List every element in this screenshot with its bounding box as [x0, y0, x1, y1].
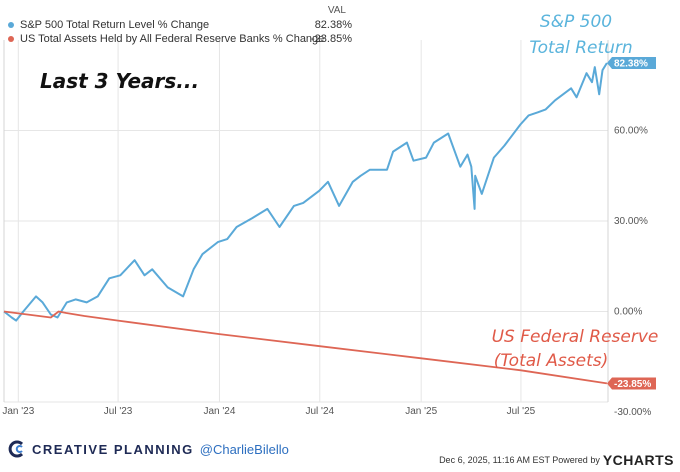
creative-planning-logo-icon	[8, 440, 24, 458]
end-label-text: 82.38%	[614, 58, 648, 69]
x-tick-label: Jul '25	[507, 406, 536, 417]
brand-name: CREATIVE PLANNING	[32, 441, 194, 457]
legend-value: 82.38%	[314, 19, 352, 31]
footer-credit: Dec 6, 2025, 11:16 AM EST Powered by YCH…	[439, 452, 674, 468]
x-tick-label: Jan '24	[204, 406, 236, 417]
legend-header: VAL	[327, 5, 346, 16]
y-tick-label: -30.00%	[614, 407, 651, 418]
timestamp: Dec 6, 2025, 11:16 AM EST Powered by	[439, 455, 600, 465]
y-tick-labels: 60.00% 30.00% 0.00% -30.00%	[614, 126, 651, 419]
x-tick-labels: Jan '23 Jul '23 Jan '24 Jul '24 Jan '25 Jul '…	[2, 406, 535, 417]
fed-annotation-line2: (Total Assets)	[494, 351, 608, 371]
legend-item-fed[interactable]: US Total Assets Held by All Federal Rese…	[8, 32, 352, 46]
legend-value: -23.85%	[311, 33, 352, 45]
x-tick-label: Jul '24	[305, 406, 334, 417]
end-label-bg	[607, 56, 656, 69]
sp500-annotation-line2: Total Return	[529, 38, 632, 58]
legend: VAL S&P 500 Total Return Level % Change …	[8, 4, 352, 46]
twitter-handle[interactable]: @CharlieBilello	[199, 441, 289, 457]
series-layer	[3, 62, 608, 385]
footer-branding: CREATIVE PLANNING @CharlieBilello	[8, 440, 289, 458]
sp500-end-label: 82.38%	[607, 56, 656, 69]
period-annotation: Last 3 Years...	[40, 69, 199, 93]
x-tick-label: Jan '23	[2, 406, 34, 417]
fed-annotation-line1: US Federal Reserve	[492, 327, 659, 347]
ycharts-logo[interactable]: YCHARTS	[602, 452, 674, 468]
legend-item-sp500[interactable]: S&P 500 Total Return Level % Change 82.3…	[8, 18, 352, 32]
end-label-text: -23.85%	[614, 379, 651, 390]
end-value-labels: 82.38% -23.85%	[607, 56, 656, 390]
y-tick-label: 60.00%	[614, 126, 648, 137]
legend-dot-icon	[8, 36, 14, 42]
fed-assets-series-line	[3, 310, 608, 385]
y-gridlines	[4, 130, 608, 403]
end-label-bg	[607, 377, 656, 390]
sp500-series-line	[3, 62, 608, 322]
legend-label: S&P 500 Total Return Level % Change	[20, 19, 210, 31]
x-tick-label: Jan '25	[405, 406, 437, 417]
sp500-annotation-line1: S&P 500	[540, 12, 612, 32]
fed-end-label: -23.85%	[607, 377, 656, 390]
legend-label: US Total Assets Held by All Federal Rese…	[20, 33, 325, 45]
legend-dot-icon	[8, 22, 14, 28]
x-tick-label: Jul '23	[104, 406, 133, 417]
y-tick-label: 30.00%	[614, 216, 648, 227]
y-tick-label: 0.00%	[614, 307, 642, 318]
